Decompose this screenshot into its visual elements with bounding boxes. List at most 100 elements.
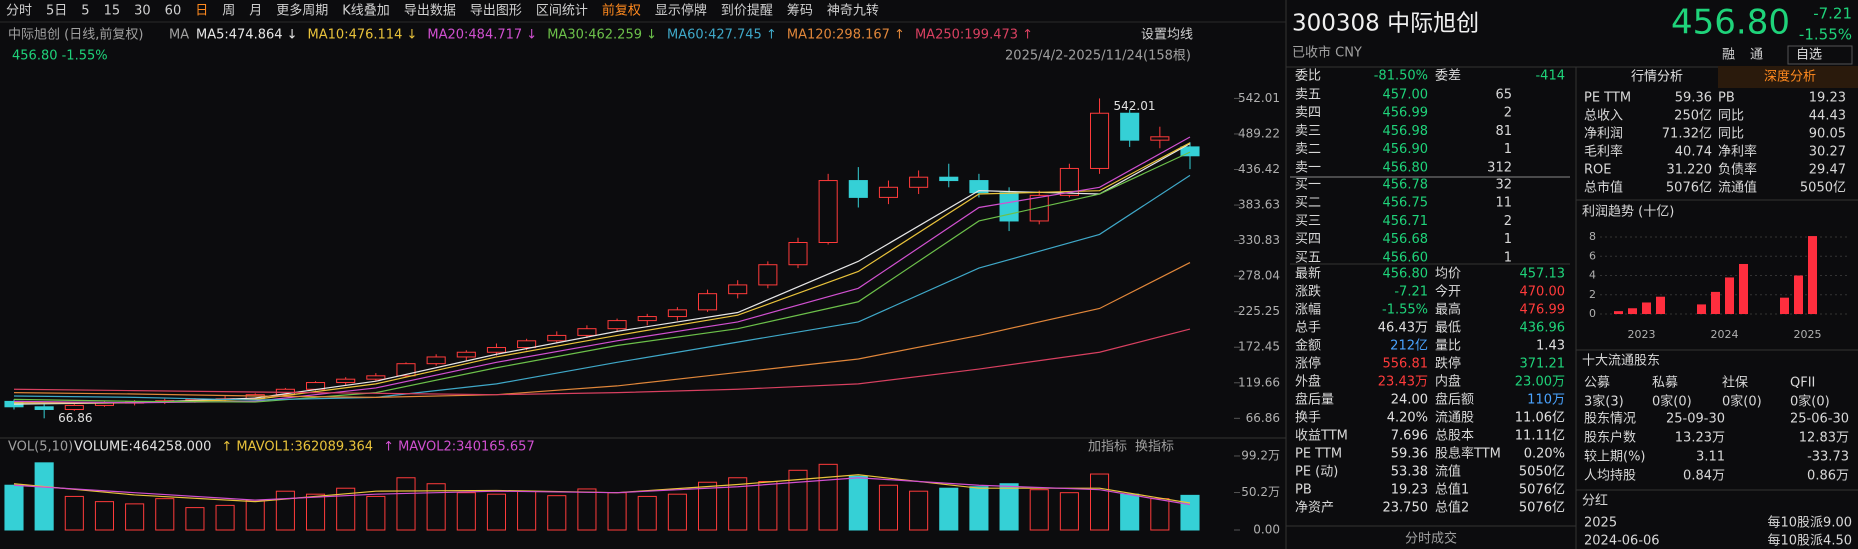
- volume-bar: [396, 477, 416, 531]
- metric-label: 负债率: [1718, 162, 1757, 178]
- toolbar-button[interactable]: 筹码: [787, 3, 813, 19]
- candle-body: [486, 347, 507, 353]
- toolbar-button[interactable]: 神奇九转: [827, 3, 879, 19]
- volume-bar: [64, 495, 84, 531]
- ma-line: [13, 262, 1191, 398]
- toolbar-button[interactable]: 5: [81, 4, 89, 19]
- toolbar-button[interactable]: 周: [222, 4, 235, 19]
- volume-bar: [185, 507, 205, 531]
- volume-bar: [1120, 493, 1140, 531]
- settings-button[interactable]: 设置均线: [1141, 28, 1193, 43]
- stat-value: 371.21: [1520, 357, 1566, 372]
- toolbar-button[interactable]: 导出图形: [470, 4, 522, 19]
- volume-bar: [909, 490, 929, 531]
- stat-value: 46.43万: [1378, 321, 1428, 336]
- toolbar-button[interactable]: 到价提醒: [721, 3, 773, 19]
- holder-label: 股东情况: [1584, 412, 1636, 427]
- metric-label: PB: [1718, 91, 1735, 106]
- toolbar-button[interactable]: 显示停牌: [655, 3, 707, 19]
- book-volume: 81: [1495, 124, 1512, 139]
- toolbar-button[interactable]: 导出数据: [404, 4, 456, 19]
- y-tick-label: 0: [1589, 307, 1596, 320]
- bar: [1725, 277, 1734, 315]
- y-tick-label: 66.86: [1246, 411, 1280, 425]
- holder-type[interactable]: 社保: [1722, 375, 1748, 391]
- stat-label: 涨幅: [1295, 303, 1321, 318]
- holder-type[interactable]: 公募: [1584, 376, 1610, 391]
- volume-bar: [1059, 492, 1079, 531]
- x-tick-label: 2025: [1794, 328, 1822, 341]
- book-value: -81.50%: [1374, 69, 1428, 84]
- chart-subtitle: 456.80 -1.55%: [12, 49, 108, 64]
- toolbar-button[interactable]: 5日: [46, 4, 67, 19]
- stat-label: 总值1: [1435, 482, 1469, 498]
- trades-tab[interactable]: 分时成交: [1405, 531, 1457, 547]
- holder-type[interactable]: QFII: [1790, 376, 1815, 391]
- book-value: -414: [1535, 69, 1565, 84]
- toolbar-button[interactable]: 30: [134, 4, 151, 19]
- toolbar-button[interactable]: 前复权: [602, 3, 641, 19]
- volume-bar: [547, 495, 567, 531]
- candle-body: [878, 186, 899, 198]
- toolbar-button[interactable]: 15: [104, 4, 121, 19]
- book-price: 456.68: [1383, 232, 1429, 247]
- volume-bar: [1150, 498, 1170, 531]
- volume-legend: ↑ MAVOL1:362089.364: [221, 440, 373, 455]
- bar: [1808, 236, 1817, 315]
- holder-label: 较上期(%): [1584, 450, 1646, 465]
- holder-type[interactable]: 私募: [1652, 376, 1678, 391]
- stat-label: 总手: [1295, 321, 1321, 336]
- book-level: 买四: [1295, 232, 1321, 247]
- stat-value: -1.55%: [1382, 303, 1428, 318]
- book-volume: 2: [1504, 214, 1512, 229]
- volume-bar: [426, 483, 446, 531]
- toolbar-button[interactable]: 月: [249, 4, 262, 19]
- stock-name: 300308 中际旭创: [1292, 11, 1479, 37]
- indicator-button[interactable]: 加指标: [1088, 440, 1127, 455]
- candle-body: [939, 176, 959, 182]
- stat-label: 盘后额: [1435, 392, 1474, 408]
- tool-label[interactable]: MA: [169, 28, 189, 43]
- holder-value: 0.86万: [1807, 469, 1849, 484]
- holder-value: 25-06-30: [1790, 412, 1849, 427]
- tab[interactable]: 行情分析: [1631, 70, 1683, 85]
- stat-value: -7.21: [1394, 285, 1428, 300]
- ma-line: [13, 477, 1191, 506]
- toolbar-button[interactable]: 分时: [6, 4, 32, 19]
- volume-bar: [818, 463, 838, 531]
- bar: [1739, 263, 1748, 315]
- candle-body: [969, 180, 989, 194]
- dividend-plan: 每10股派9.00: [1768, 515, 1853, 531]
- volume-bar: [486, 493, 507, 531]
- toolbar-button[interactable]: 区间统计: [536, 4, 588, 19]
- stat-label: 盘后量: [1295, 392, 1334, 408]
- tab[interactable]: 深度分析: [1764, 69, 1816, 85]
- price-change-pct: -1.55%: [1799, 26, 1852, 44]
- stat-label: PB: [1295, 483, 1312, 498]
- badge: 融: [1722, 48, 1735, 63]
- stat-value: 5076亿: [1519, 483, 1565, 498]
- candle-body: [34, 406, 54, 410]
- section-title: 十大流通股东: [1582, 354, 1660, 369]
- y-tick-label: 489.22: [1238, 126, 1280, 140]
- book-price: 457.00: [1383, 88, 1429, 103]
- toolbar-button[interactable]: K线叠加: [342, 4, 390, 19]
- metric-label: 净利润: [1584, 127, 1623, 142]
- indicator-button[interactable]: 换指标: [1135, 440, 1174, 455]
- stat-label: 今开: [1435, 284, 1461, 300]
- toolbar-button[interactable]: 60: [165, 4, 182, 19]
- stat-value: 457.13: [1520, 267, 1566, 282]
- stat-value: 23.43万: [1378, 375, 1428, 390]
- candle-body: [1059, 167, 1079, 196]
- metric-value: 5076亿: [1666, 181, 1712, 196]
- watch-button[interactable]: 自选: [1796, 48, 1822, 63]
- toolbar-button[interactable]: 更多周期: [276, 3, 328, 19]
- book-price: 456.99: [1383, 106, 1429, 121]
- metric-value: 40.74: [1675, 145, 1712, 160]
- y-tick-label: 0.00: [1253, 523, 1280, 537]
- watch-button-bg[interactable]: [1787, 45, 1853, 65]
- stat-label: 净资产: [1295, 501, 1334, 516]
- toolbar-button[interactable]: 日: [195, 4, 208, 19]
- metric-value: 59.36: [1675, 91, 1712, 106]
- candle-body: [1150, 136, 1170, 141]
